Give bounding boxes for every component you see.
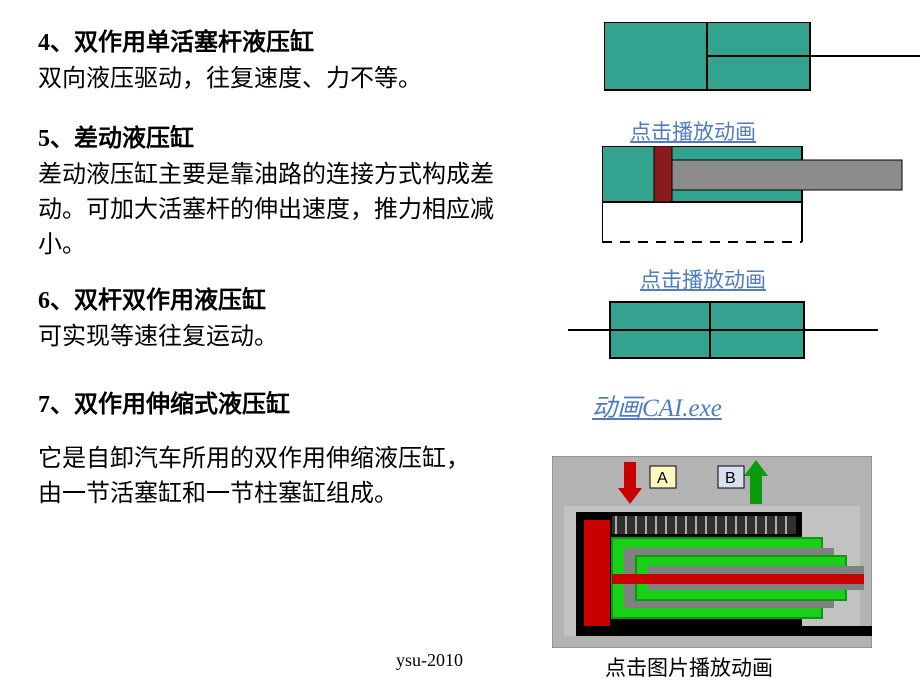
section4-body: 双向液压驱动，往复速度、力不等。 bbox=[38, 62, 422, 97]
section7-title: 7、双作用伸缩式液压缸 bbox=[38, 388, 290, 423]
footer-label: ysu-2010 bbox=[396, 650, 463, 671]
section6-body: 可实现等速往复运动。 bbox=[38, 320, 278, 355]
play-animation-link-1[interactable]: 点击播放动画 bbox=[630, 116, 756, 146]
diagram-1 bbox=[604, 22, 920, 114]
diagram-3 bbox=[568, 296, 888, 364]
label-b: B bbox=[725, 470, 736, 487]
label-a: A bbox=[657, 470, 668, 487]
section6-title: 6、双杆双作用液压缸 bbox=[38, 284, 266, 319]
section4-title: 4、双作用单活塞杆液压缸 bbox=[38, 26, 314, 61]
diagram4-caption: 点击图片播放动画 bbox=[605, 652, 773, 682]
cai-exe-link[interactable]: 动画CAI.exe bbox=[592, 388, 722, 424]
diagram-4[interactable]: A B bbox=[552, 456, 872, 648]
section5-title: 5、差动液压缸 bbox=[38, 122, 194, 157]
diagram-2 bbox=[602, 146, 920, 246]
section5-body: 差动液压缸主要是靠油路的连接方式构成差动。可加大活塞杆的伸出速度，推力相应减小。 bbox=[38, 158, 538, 262]
play-animation-link-2[interactable]: 点击播放动画 bbox=[640, 264, 766, 294]
section7-body: 它是自卸汽车所用的双作用伸缩液压缸，由一节活塞缸和一节柱塞缸组成。 bbox=[38, 442, 488, 512]
